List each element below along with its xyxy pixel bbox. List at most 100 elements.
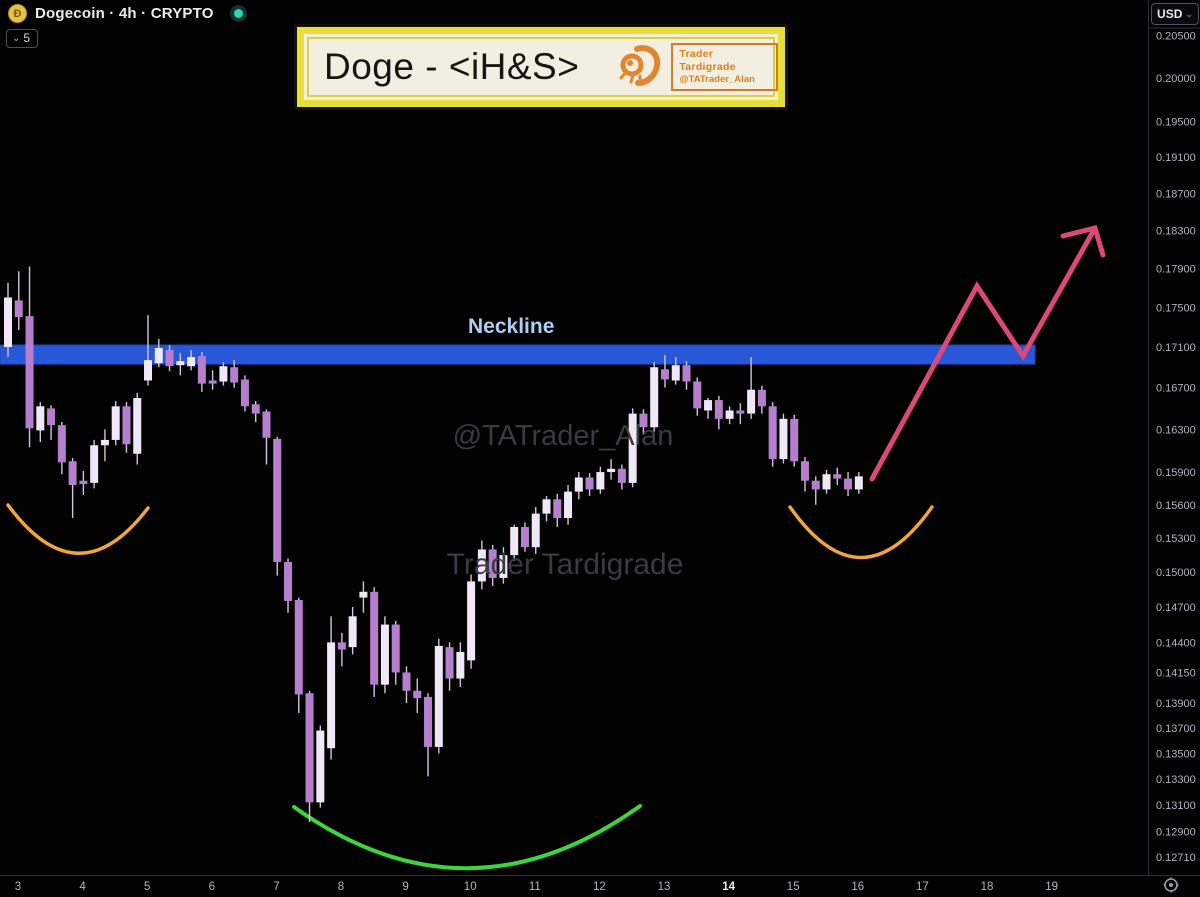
price-axis-label[interactable]: 0.13900 — [1156, 698, 1196, 710]
projection-arrow[interactable] — [869, 225, 1098, 482]
market-status-dot-icon[interactable] — [233, 9, 243, 18]
bear-candle — [57, 425, 66, 463]
banner-title: Doge - <iH&S> — [324, 46, 580, 87]
price-axis-label[interactable]: 0.15900 — [1156, 467, 1196, 479]
price-axis-label[interactable]: 0.17500 — [1156, 302, 1196, 314]
bull-candle — [542, 499, 551, 514]
price-axis-label[interactable]: 0.13100 — [1156, 800, 1196, 812]
right-shoulder-arc[interactable] — [788, 505, 934, 560]
bear-candle — [25, 316, 34, 429]
tardigrade-logo-icon — [613, 42, 663, 93]
bull-candle — [510, 526, 519, 556]
price-axis-label[interactable]: 0.17900 — [1156, 263, 1196, 275]
bull-candle — [219, 366, 228, 382]
time-axis-label[interactable]: 14 — [722, 881, 735, 893]
bull-candle — [671, 365, 680, 381]
bear-candle — [68, 461, 77, 486]
price-axis-label[interactable]: 0.17100 — [1156, 342, 1196, 354]
time-axis-label[interactable]: 15 — [787, 881, 800, 893]
bear-candle — [47, 408, 56, 426]
price-axis-label[interactable]: 0.14700 — [1156, 602, 1196, 614]
time-axis-label[interactable]: 18 — [981, 881, 994, 893]
currency-selector[interactable]: USD ⌄ — [1151, 3, 1199, 25]
bull-candle — [176, 361, 185, 366]
time-axis-label[interactable]: 19 — [1045, 881, 1058, 893]
price-axis-label[interactable]: 0.20500 — [1156, 30, 1196, 42]
bear-candle — [790, 418, 799, 462]
bull-candle — [628, 413, 637, 483]
bull-candle — [4, 297, 12, 347]
title-banner[interactable]: Doge - <iH&S> Trader Tardigrade @TATrade… — [297, 27, 785, 107]
price-axis-label[interactable]: 0.18700 — [1156, 188, 1196, 200]
bull-candle — [111, 406, 120, 440]
price-axis-label[interactable]: 0.15600 — [1156, 500, 1196, 512]
price-axis-label[interactable]: 0.19100 — [1156, 152, 1196, 164]
bear-candle — [273, 438, 282, 562]
price-axis-label[interactable]: 0.19500 — [1156, 116, 1196, 128]
time-axis-label[interactable]: 17 — [916, 881, 929, 893]
bull-candle — [531, 513, 540, 548]
time-axis-label[interactable]: 9 — [402, 881, 408, 893]
time-axis-label[interactable]: 4 — [79, 881, 86, 893]
price-axis-label[interactable]: 0.14150 — [1156, 667, 1196, 679]
bear-candle — [284, 561, 293, 602]
bear-candle — [14, 300, 23, 318]
bear-candle — [391, 624, 400, 673]
bull-candle — [467, 581, 476, 661]
bear-candle — [424, 696, 433, 747]
bar-replay-chip[interactable]: ⌄ 5 — [6, 29, 39, 48]
bull-candle — [725, 410, 734, 419]
watermark-brand: Trader Tardigrade — [446, 548, 684, 581]
time-axis-label[interactable]: 11 — [529, 881, 541, 893]
bear-candle — [693, 381, 702, 409]
bull-candle — [187, 357, 196, 367]
neckline-band[interactable] — [0, 344, 1036, 365]
head-arc[interactable] — [292, 804, 642, 871]
price-axis-label[interactable]: 0.16700 — [1156, 383, 1196, 395]
price-axis-label[interactable]: 0.16300 — [1156, 424, 1196, 436]
time-axis-label[interactable]: 7 — [273, 881, 279, 893]
bear-candle — [757, 389, 766, 407]
time-axis-label[interactable]: 16 — [851, 881, 864, 893]
price-axis-label[interactable]: 0.13700 — [1156, 723, 1196, 735]
symbol-legend[interactable]: Ð Dogecoin · 4h · CRYPTO — [8, 4, 243, 23]
bear-candle — [262, 411, 271, 438]
bear-candle — [413, 690, 422, 699]
price-axis-label[interactable]: 0.12710 — [1156, 852, 1196, 864]
time-axis-label[interactable]: 5 — [144, 881, 150, 893]
bear-candle — [553, 499, 562, 519]
bull-candle — [316, 730, 325, 803]
time-axis-label[interactable]: 8 — [338, 881, 344, 893]
time-axis-label[interactable]: 10 — [464, 881, 477, 893]
bear-candle — [79, 480, 88, 484]
bear-candle — [208, 380, 217, 384]
time-axis-label[interactable]: 13 — [658, 881, 671, 893]
price-axis-label[interactable]: 0.18300 — [1156, 225, 1196, 237]
bear-candle — [660, 369, 669, 380]
price-axis-label[interactable]: 0.14400 — [1156, 637, 1196, 649]
price-axis-label[interactable]: 0.12900 — [1156, 826, 1196, 838]
time-axis-label[interactable]: 12 — [593, 881, 606, 893]
trader-badge: Trader Tardigrade @TATrader_Alan — [671, 42, 778, 92]
price-axis-label[interactable]: 0.13300 — [1156, 774, 1196, 786]
bear-candle — [294, 599, 303, 695]
scale-settings-icon[interactable] — [1161, 876, 1181, 897]
chevron-down-icon: ⌄ — [1185, 8, 1193, 19]
time-axis-label[interactable]: 3 — [15, 881, 21, 893]
bear-candle — [337, 642, 346, 650]
price-axis-label[interactable]: 0.13500 — [1156, 748, 1196, 760]
symbol-title[interactable]: Dogecoin · 4h · CRYPTO — [35, 5, 214, 22]
bull-candle — [822, 474, 831, 490]
price-axis-label[interactable]: 0.20000 — [1156, 73, 1196, 85]
price-axis-label[interactable]: 0.15000 — [1156, 567, 1196, 579]
bull-candle — [100, 439, 109, 446]
left-shoulder-arc[interactable] — [6, 503, 150, 555]
bear-candle — [714, 400, 723, 419]
time-axis-label[interactable]: 6 — [209, 881, 215, 893]
bear-candle — [240, 379, 249, 407]
price-axis-label[interactable]: 0.15300 — [1156, 533, 1196, 545]
bear-candle — [445, 647, 454, 679]
bull-candle — [434, 645, 443, 747]
